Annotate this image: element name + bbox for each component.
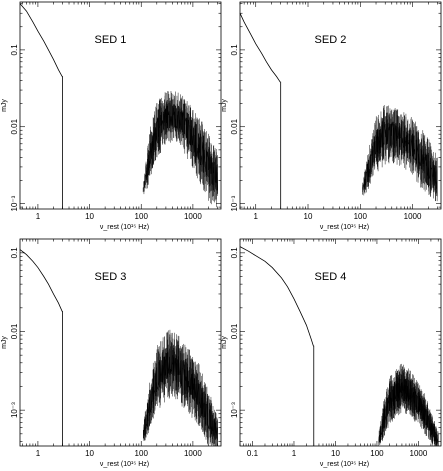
y-tick-label: 0.01 xyxy=(230,118,239,134)
panel-title: SED 2 xyxy=(315,34,347,46)
y-tick-label: 10⁻³ xyxy=(230,195,239,211)
high-frequency-band xyxy=(142,91,218,208)
plot-frame-2 xyxy=(239,1,442,210)
x-tick-label: 1000 xyxy=(184,449,202,458)
x-tick-label: 0.1 xyxy=(247,449,259,458)
continuum-line xyxy=(19,3,63,77)
x-tick-label: 100 xyxy=(135,212,149,221)
sed-panel-2: 1 10 100 1000 0.1 0.01 10⁻³ SED 2 ν_rest (10¹⁵ H… xyxy=(221,1,442,231)
x-tick-label: 10 xyxy=(85,212,94,221)
y-tick-label: 0.01 xyxy=(10,323,19,339)
y-tick-label: 0.1 xyxy=(10,247,19,259)
x-axis-label: ν_rest (10¹⁵ Hz) xyxy=(100,224,149,231)
y-axis-label: mJy xyxy=(1,336,8,349)
x-tick-label: 1 xyxy=(254,212,259,221)
x-tick-label: 10 xyxy=(331,449,340,458)
x-axis-label: ν_rest (10¹⁵ Hz) xyxy=(100,461,149,468)
y-tick-label: 0.01 xyxy=(10,118,19,134)
x-tick-label: 1000 xyxy=(404,212,422,221)
continuum-line xyxy=(239,246,314,347)
x-tick-label: 100 xyxy=(354,212,368,221)
panel-title: SED 1 xyxy=(95,34,127,46)
x-axis-label: ν_rest (10¹⁵ Hz) xyxy=(320,224,369,231)
panel-title: SED 3 xyxy=(95,271,127,283)
y-axis-label: mJy xyxy=(221,99,228,112)
x-tick-label: 1 xyxy=(292,449,297,458)
plot-frame-4 xyxy=(239,238,442,447)
x-axis-label: ν_rest (10¹⁵ Hz) xyxy=(320,461,369,468)
sed-panel-4: 0.1 1 10 100 1000 0.1 0.01 10⁻³ SED 4 ν_rest (10¹… xyxy=(221,238,442,468)
continuum-line xyxy=(239,13,281,83)
y-tick-label: 10⁻³ xyxy=(230,402,239,418)
x-tick-label: 100 xyxy=(370,449,384,458)
sed-panel-1: 1 10 100 1000 0.1 0.01 10⁻³ SED 1 ν_rest (10¹⁵ H… xyxy=(1,1,222,231)
high-frequency-band xyxy=(362,105,438,202)
y-axis-label: mJy xyxy=(1,99,8,112)
y-tick-label: 10⁻³ xyxy=(10,402,19,418)
x-tick-label: 1000 xyxy=(184,212,202,221)
y-tick-label: 0.1 xyxy=(230,44,239,56)
x-tick-label: 1 xyxy=(36,212,41,221)
y-axis-label: mJy xyxy=(221,336,228,349)
y-tick-label: 0.1 xyxy=(230,247,239,259)
sed-panel-3: 1 10 100 1000 0.1 0.01 10⁻³ SED 3 ν_rest (10¹⁵ H… xyxy=(1,238,222,468)
high-frequency-band xyxy=(378,363,439,446)
x-tick-label: 1000 xyxy=(410,449,428,458)
y-tick-label: 0.01 xyxy=(230,323,239,339)
y-tick-label: 10⁻³ xyxy=(10,195,19,211)
x-tick-label: 100 xyxy=(135,449,149,458)
high-frequency-band xyxy=(143,329,218,446)
x-tick-label: 1 xyxy=(36,449,41,458)
x-tick-label: 10 xyxy=(304,212,313,221)
continuum-line xyxy=(19,249,63,312)
panel-title: SED 4 xyxy=(315,271,347,283)
x-tick-label: 10 xyxy=(85,449,94,458)
y-tick-label: 0.1 xyxy=(10,44,19,56)
